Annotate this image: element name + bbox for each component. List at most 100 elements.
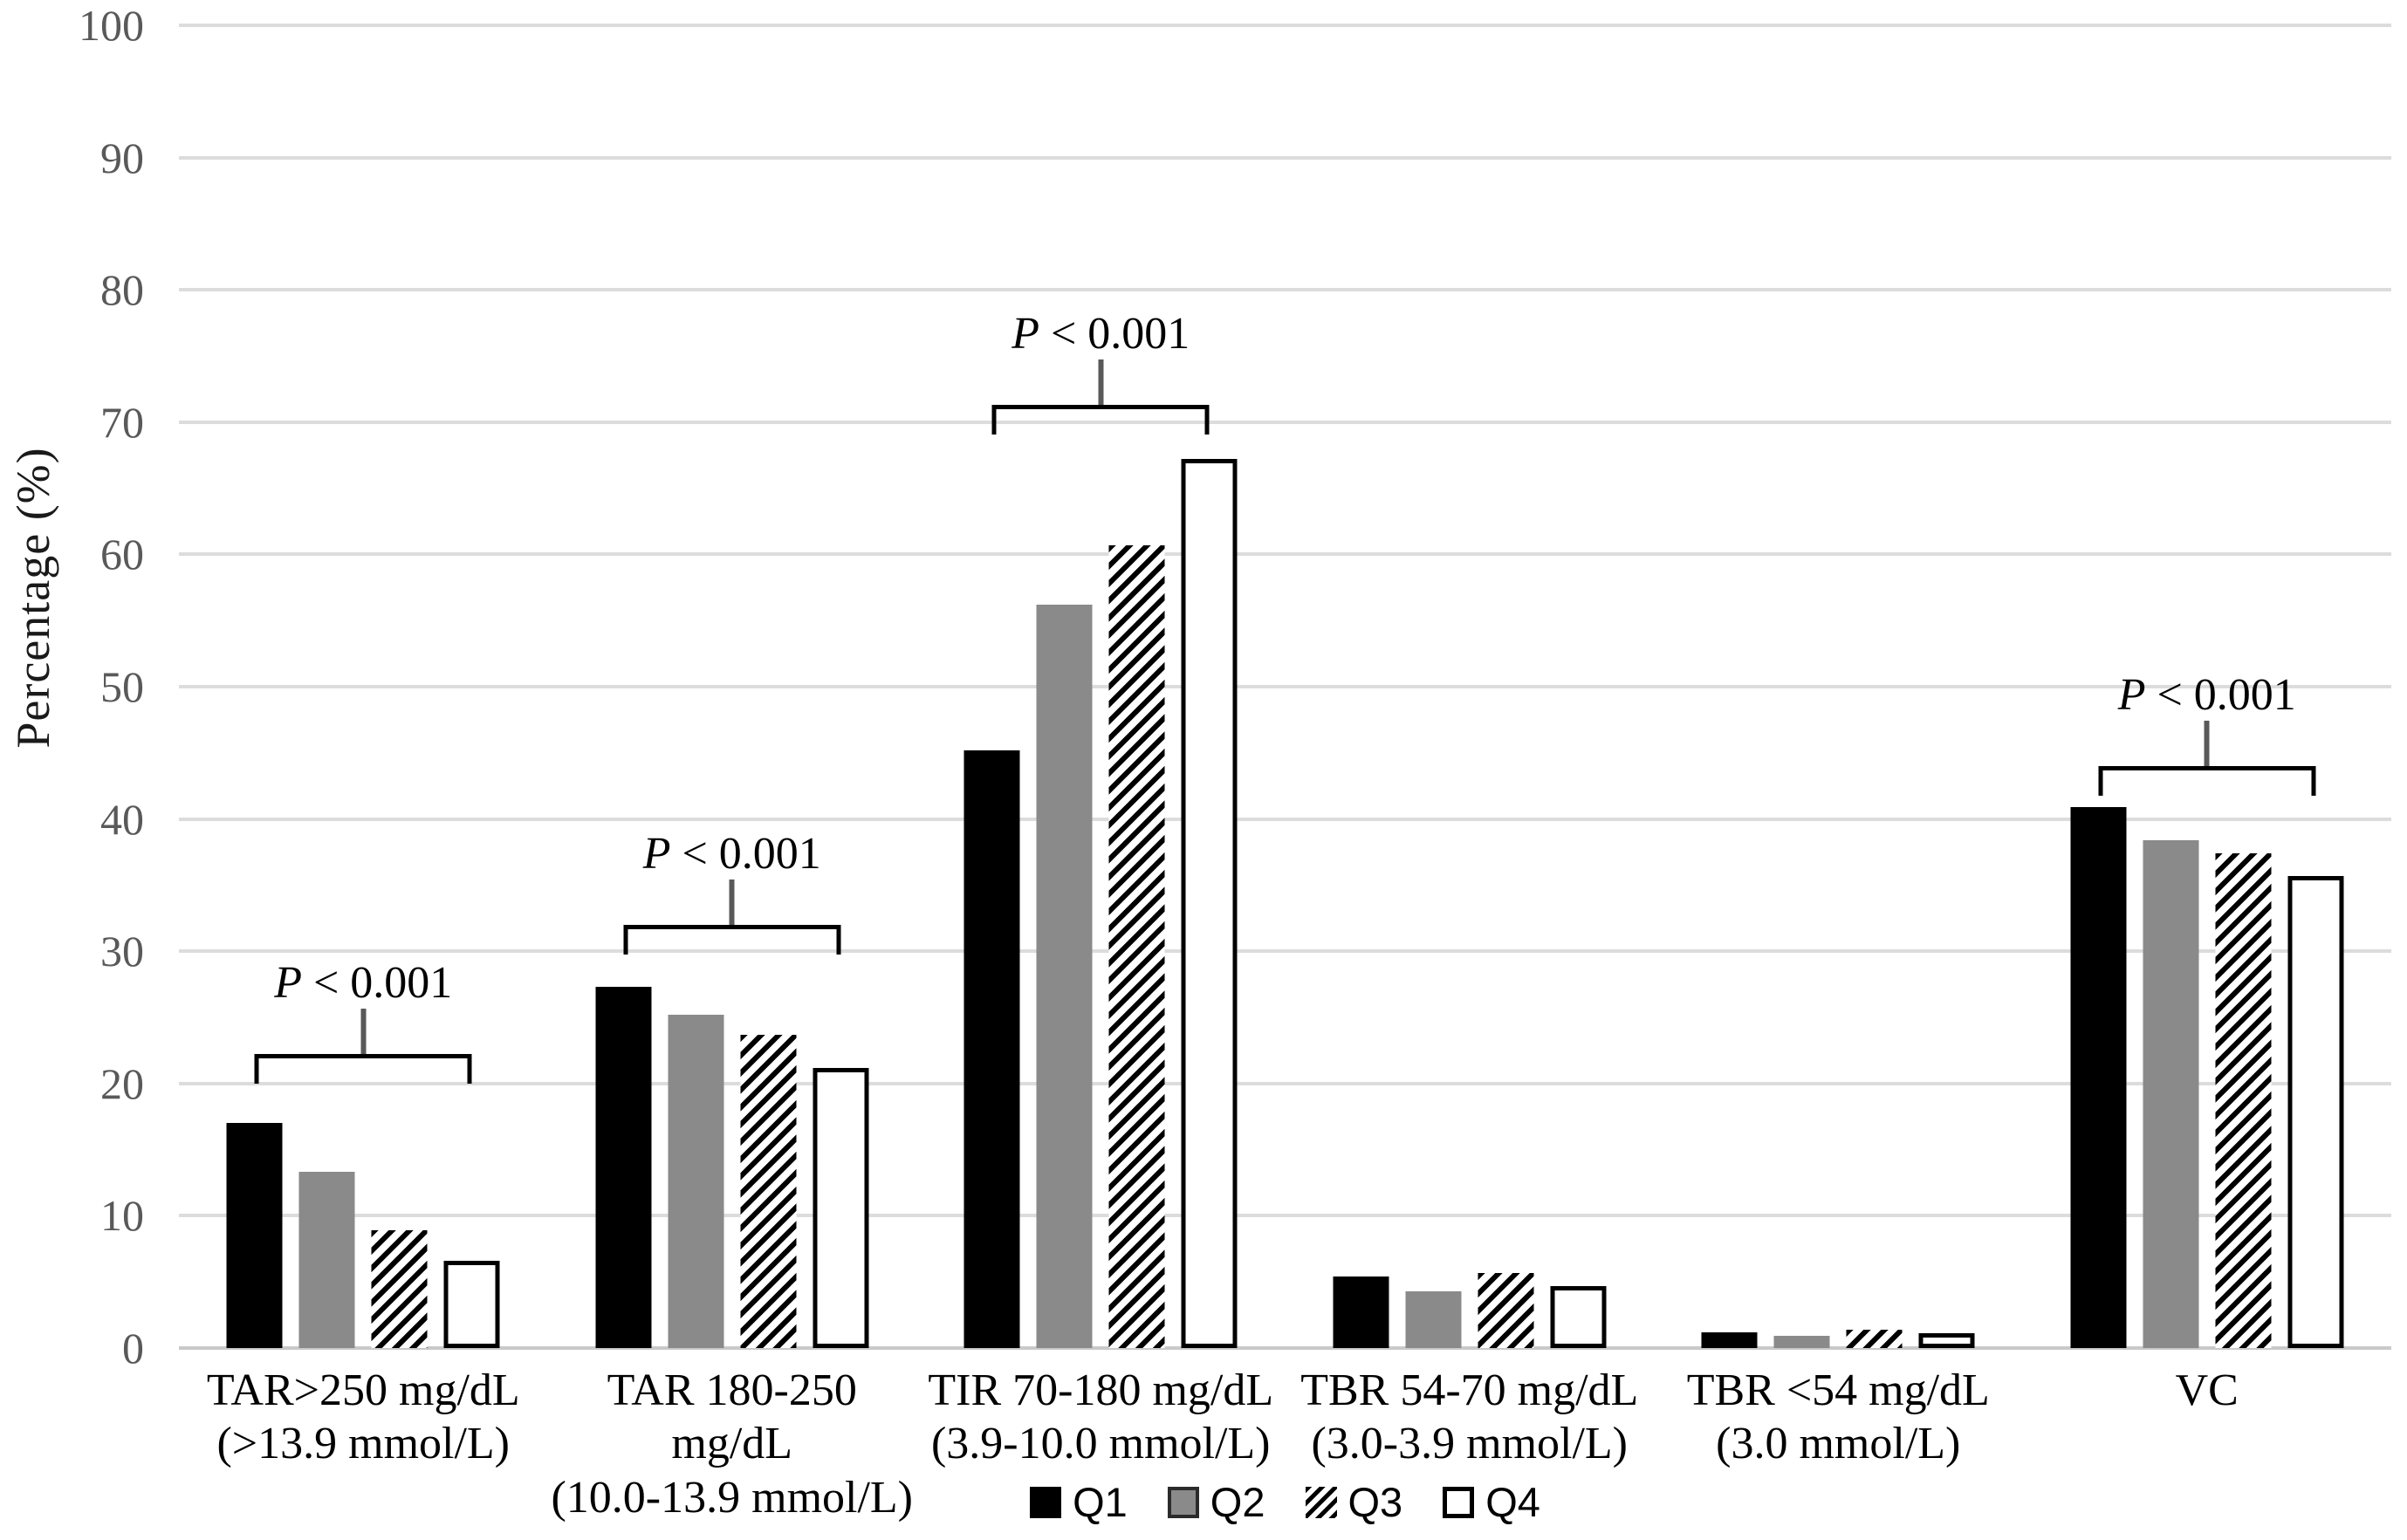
bar-q1-group5 — [1701, 1331, 1758, 1348]
bar-q3-group3 — [1108, 544, 1165, 1348]
category-label-line: TBR 54-70 mg/dL — [1300, 1365, 1639, 1415]
p-value-label: P < 0.001 — [642, 828, 821, 879]
category-label-line: TBR <54 mg/dL — [1686, 1365, 1990, 1415]
bar-q4-group3 — [1181, 459, 1238, 1348]
bar-block — [2070, 25, 2344, 1348]
bracket-end-right — [836, 924, 841, 955]
bar-block — [1333, 25, 1607, 1348]
bracket-line — [254, 1054, 472, 1059]
y-tick-label-80: 80 — [100, 265, 144, 315]
bar-q1-group3 — [963, 749, 1020, 1348]
category-label-6: VC — [2023, 1364, 2392, 1524]
bracket-stem — [2204, 720, 2210, 766]
p-value-label: P < 0.001 — [274, 958, 453, 1009]
bracket-stem — [360, 1009, 367, 1055]
bracket-end-left — [623, 924, 628, 955]
bar-q3-group1 — [371, 1230, 428, 1348]
category-label-line: TAR 180-250 mg/dL — [607, 1365, 857, 1469]
bar-q2-group4 — [1405, 1290, 1462, 1348]
legend-label: Q4 — [1485, 1479, 1540, 1525]
legend-swatch-diagonal-hatch — [1305, 1486, 1337, 1518]
category-label-line: (3.9-10.0 mmol/L) — [930, 1419, 1271, 1469]
bracket-line — [2098, 765, 2316, 770]
bar-q3-group2 — [740, 1034, 797, 1348]
bar-q3-group5 — [1846, 1329, 1903, 1348]
y-axis-tick-labels: 0 10 20 30 40 50 60 70 80 90 100 — [0, 3, 144, 1370]
bar-group-5 — [1654, 25, 2023, 1348]
category-label-4: TBR 54-70 mg/dL (3.0-3.9 mmol/L) — [1286, 1364, 1655, 1524]
category-label-line: VC — [2175, 1365, 2239, 1415]
gridline-50 — [179, 685, 2391, 688]
bracket-line — [991, 405, 1210, 410]
legend: Q1 Q2 Q3 Q4 — [179, 1478, 2391, 1526]
y-tick-label-100: 100 — [79, 1, 144, 50]
p-symbol: P — [274, 958, 302, 1009]
legend-label: Q2 — [1210, 1479, 1265, 1525]
y-tick-label-70: 70 — [100, 397, 144, 447]
bar-q4-group5 — [1918, 1333, 1975, 1348]
y-tick-label-20: 20 — [100, 1058, 144, 1108]
y-tick-label-90: 90 — [100, 133, 144, 182]
p-value-label: P < 0.001 — [2117, 669, 2296, 720]
bar-q2-group6 — [2143, 839, 2199, 1348]
legend-item-q3: Q3 — [1305, 1478, 1403, 1526]
bar-group-2 — [548, 25, 917, 1348]
legend-item-q2: Q2 — [1167, 1478, 1265, 1526]
bracket-end-left — [2098, 765, 2103, 796]
gridline-90 — [179, 155, 2391, 160]
bracket-end-right — [1204, 405, 1210, 435]
category-label-2: TAR 180-250 mg/dL (10.0-13.9 mmol/L) — [548, 1364, 917, 1524]
bar-q1-group6 — [2070, 806, 2127, 1348]
gridline-60 — [179, 552, 2391, 557]
bar-q1-group2 — [595, 987, 652, 1348]
legend-swatch-outline-white — [1443, 1486, 1475, 1518]
legend-swatch-solid-gray — [1167, 1486, 1199, 1518]
gridline-100 — [179, 24, 2391, 27]
p-value-label: P < 0.001 — [1011, 309, 1190, 359]
x-axis-category-labels: TAR>250 mg/dL (>13.9 mmol/L) TAR 180-250 m… — [179, 1364, 2391, 1524]
legend-label: Q3 — [1348, 1479, 1403, 1525]
bar-q2-group3 — [1036, 605, 1093, 1348]
gridline-10 — [179, 1214, 2391, 1218]
category-label-3: TIR 70-180 mg/dL (3.9-10.0 mmol/L) — [916, 1364, 1286, 1524]
bracket-end-right — [2311, 765, 2316, 796]
y-tick-label-0: 0 — [122, 1324, 144, 1372]
bar-q2-group1 — [298, 1172, 355, 1348]
gridline-20 — [179, 1081, 2391, 1085]
bar-q4-group1 — [443, 1260, 500, 1348]
y-tick-label-10: 10 — [100, 1191, 144, 1241]
y-tick-label-40: 40 — [100, 794, 144, 844]
bar-block — [226, 25, 500, 1348]
category-label-line: (3.0 mmol/L) — [1716, 1419, 1961, 1469]
bar-q2-group2 — [668, 1014, 724, 1348]
legend-label: Q1 — [1073, 1479, 1128, 1525]
gridline-70 — [179, 420, 2391, 424]
category-label-line: (>13.9 mmol/L) — [216, 1419, 510, 1469]
bar-block — [1701, 25, 1975, 1348]
p-symbol: P — [642, 828, 671, 879]
bracket-end-left — [254, 1054, 259, 1085]
bar-q3-group6 — [2215, 853, 2272, 1348]
legend-item-q4: Q4 — [1443, 1478, 1540, 1526]
bar-q1-group4 — [1333, 1276, 1389, 1348]
gridline-80 — [179, 288, 2391, 292]
p-symbol: P — [2117, 669, 2146, 720]
bar-q2-group5 — [1773, 1336, 1830, 1348]
bracket-end-right — [467, 1054, 472, 1085]
p-symbol: P — [1011, 309, 1039, 359]
category-label-1: TAR>250 mg/dL (>13.9 mmol/L) — [179, 1364, 548, 1524]
bar-group-1 — [179, 25, 548, 1348]
legend-swatch-solid-black — [1030, 1486, 1062, 1518]
bar-q4-group2 — [813, 1067, 869, 1348]
bar-block — [963, 25, 1238, 1348]
gridline-30 — [179, 949, 2391, 954]
bar-groups — [179, 25, 2391, 1348]
bracket-end-left — [991, 405, 997, 435]
bar-group-6 — [2023, 25, 2392, 1348]
category-label-line: TIR 70-180 mg/dL — [928, 1365, 1274, 1415]
bar-q4-group6 — [2287, 875, 2344, 1348]
y-tick-label-30: 30 — [100, 927, 144, 976]
category-label-line: TAR>250 mg/dL — [206, 1365, 520, 1415]
bracket-line — [623, 924, 841, 929]
